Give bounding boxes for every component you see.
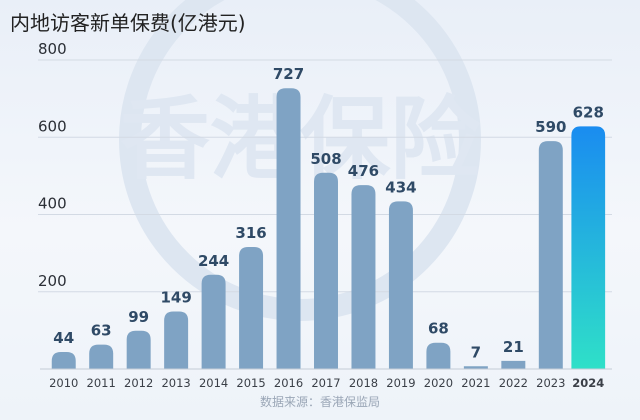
y-tick-label: 200 [38,272,67,290]
y-tick-label: 400 [38,195,67,213]
bar-2012 [126,330,151,369]
value-label-2022: 21 [503,338,524,356]
bar-2015 [239,246,264,369]
value-label-2011: 63 [91,322,112,340]
y-axis: 200 400 600 800 [38,40,67,290]
y-tick-label: 600 [38,117,67,135]
bar-2018 [351,185,376,369]
bar-2010 [51,352,76,369]
x-tick-label-2024: 2024 [572,376,604,390]
x-tick-label-2018: 2018 [349,376,378,390]
bar-2016 [276,88,301,369]
value-label-2018: 476 [348,162,379,180]
value-label-2012: 99 [128,308,149,326]
bar-2019 [388,201,413,369]
data-labels: 44 63 99 149 244 316 727 508 476 434 68 7 21 590 628 [53,65,604,361]
value-label-2014: 244 [198,252,229,270]
value-label-2013: 149 [160,288,191,306]
x-tick-label-2019: 2019 [386,376,415,390]
chart-title: 内地访客新单保费(亿港元) [10,11,246,35]
value-label-2021: 7 [471,343,481,361]
bar-2022 [501,360,526,369]
x-tick-label-2011: 2011 [87,376,116,390]
value-label-2020: 68 [428,320,449,338]
value-label-2016: 727 [273,65,304,83]
x-tick-label-2022: 2022 [499,376,528,390]
x-tick-label-2016: 2016 [274,376,303,390]
bar-2024 [571,126,606,369]
x-tick-label-2014: 2014 [199,376,228,390]
bar-2014 [201,274,226,369]
y-tick-label: 800 [38,40,67,58]
value-label-2017: 508 [310,150,341,168]
x-tick-label-2017: 2017 [311,376,340,390]
bar-2020 [426,342,451,369]
bars [51,88,606,369]
value-label-2019: 434 [385,178,416,196]
value-label-2015: 316 [235,224,266,242]
x-tick-label-2021: 2021 [461,376,490,390]
x-tick-label-2023: 2023 [536,376,565,390]
x-tick-label-2013: 2013 [161,376,190,390]
source-note: 数据来源：香港保监局 [260,394,380,409]
x-tick-label-2015: 2015 [236,376,265,390]
value-label-2010: 44 [53,329,74,347]
bar-2021 [463,366,488,369]
bar-2011 [89,344,114,369]
value-label-2023: 590 [535,118,566,136]
bar-2017 [314,172,338,369]
value-label-2024: 628 [573,103,604,121]
x-axis: 2010 2011 2012 2013 2014 2015 2016 2017 2018 2019… [49,376,604,390]
bar-2013 [164,311,189,369]
bar-2023 [538,141,563,369]
x-tick-label-2010: 2010 [49,376,78,390]
x-tick-label-2012: 2012 [124,376,153,390]
x-tick-label-2020: 2020 [424,376,453,390]
